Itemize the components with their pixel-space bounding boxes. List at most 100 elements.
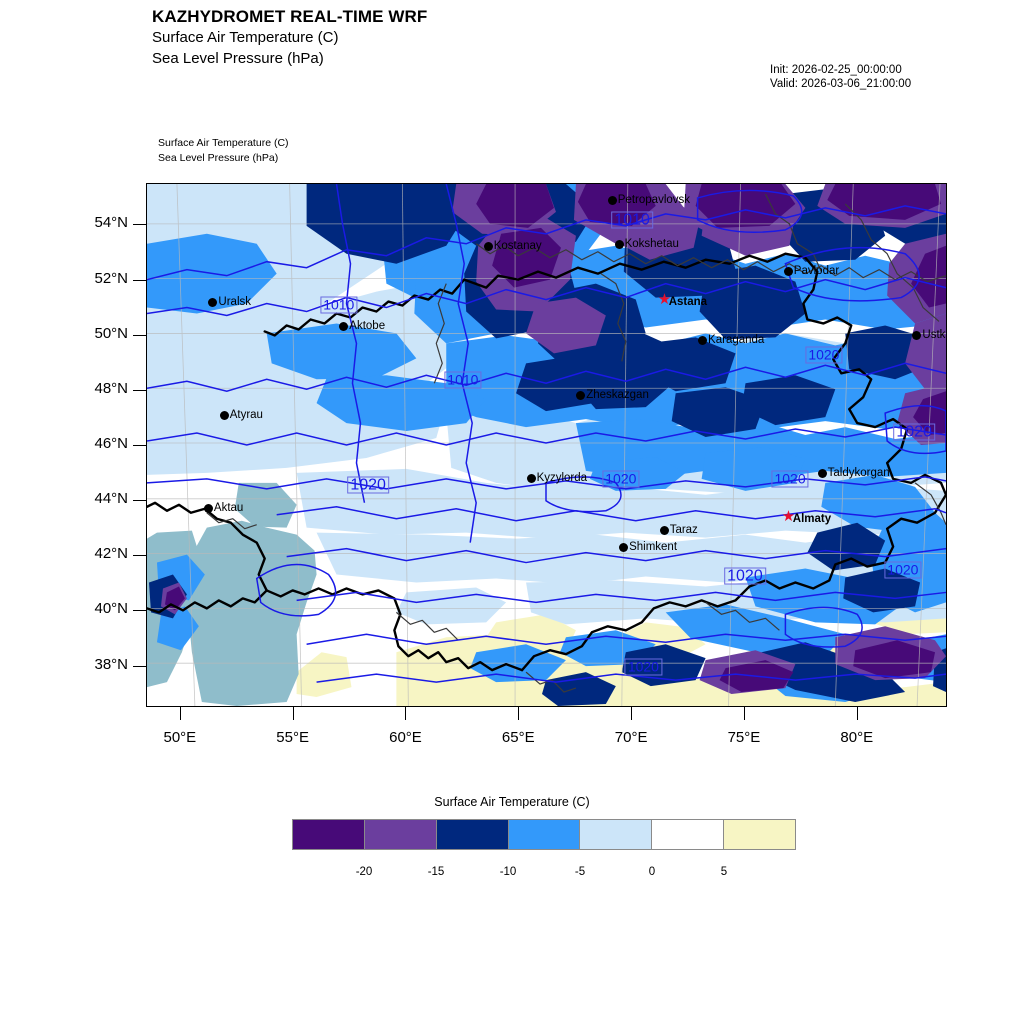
header-subtitle-pressure: Sea Level Pressure (hPa) — [152, 50, 324, 67]
city-label: Taraz — [669, 524, 698, 537]
city-marker-kyzylorda[interactable]: Kyzylorda — [526, 472, 587, 484]
city-label: Shimkent — [629, 541, 678, 554]
city-marker-zheskazgan[interactable]: Zheskazgan — [576, 390, 649, 401]
city-label: Almaty — [792, 513, 832, 526]
city-dot-icon — [698, 336, 708, 346]
city-dot-icon — [203, 504, 213, 514]
lat-tick-label-4: 46°N — [94, 435, 128, 452]
header-subtitle-temperature: Surface Air Temperature (C) — [152, 29, 339, 46]
colorbar-title: Surface Air Temperature (C) — [434, 795, 590, 809]
city-label: Kokshetau — [624, 237, 679, 250]
lat-tick — [133, 500, 146, 502]
city-marker-aktobe[interactable]: Aktobe — [339, 321, 385, 332]
colorbar-swatch-1 — [364, 820, 437, 849]
city-marker-karaganda[interactable]: Karaganda — [698, 334, 765, 347]
city-label: Astana — [668, 295, 708, 308]
temperature-colorbar[interactable] — [292, 819, 796, 850]
city-dot-icon — [783, 267, 793, 277]
weather-map[interactable]: Uralsk Aktobe Atyrau Aktau Kostanay Petropavl… — [146, 183, 947, 707]
colorbar-tick--15: -15 — [427, 866, 445, 878]
colorbar-tick--5: -5 — [574, 866, 586, 878]
lon-tick-label-6: 80°E — [840, 729, 874, 746]
city-dot-icon — [619, 543, 629, 553]
lat-tick-label-1: 52°N — [94, 269, 128, 287]
city-label: Kostanay — [493, 240, 542, 253]
colorbar-swatch-6 — [724, 820, 796, 849]
city-label: Aktobe — [349, 320, 386, 333]
colorbar-swatch-0 — [293, 820, 365, 849]
lat-tick-label-3: 48°N — [94, 379, 128, 397]
isobar-label-1020-10: 1020 — [624, 658, 662, 676]
isobar-label-1020-5: 1020 — [771, 470, 809, 488]
lat-tick-label-0: 54°N — [94, 214, 128, 232]
lat-tick-label-5: 44°N — [94, 490, 128, 508]
city-label: Karaganda — [708, 334, 765, 347]
city-marker-petropavlovsk[interactable]: Petropavlovsk — [607, 193, 691, 206]
city-marker-pavlodar[interactable]: Pavlodar — [783, 266, 839, 277]
isobar-label-1010-2: 1010 — [444, 371, 482, 389]
city-dot-icon — [339, 322, 349, 332]
colorbar-tick-0: 0 — [648, 866, 656, 878]
lat-tick — [133, 224, 146, 226]
map-raster-layer — [147, 184, 946, 706]
city-dot-icon — [607, 195, 617, 205]
city-dot-icon — [912, 330, 922, 340]
city-marker-atyrau[interactable]: Atyrau — [219, 409, 263, 421]
isobar-label-1020-7: 1020 — [805, 346, 843, 364]
lat-tick — [133, 610, 146, 612]
lon-tick — [292, 707, 294, 720]
valid-time-label: Valid: 2026-03-06_21:00:00 — [770, 78, 912, 90]
city-marker-uralsk[interactable]: Uralsk — [208, 296, 251, 308]
lon-tick — [743, 707, 745, 720]
lon-tick-label-1: 55°E — [276, 729, 310, 746]
city-marker-kostanay[interactable]: Kostanay — [483, 240, 542, 253]
city-marker-taraz[interactable]: Taraz — [659, 524, 698, 537]
city-marker-astana[interactable]: Astana — [668, 295, 708, 308]
isobar-label-1020-4: 1020 — [602, 470, 640, 488]
lat-tick — [133, 279, 146, 281]
city-marker-ustkamen[interactable]: Ustkamen — [912, 328, 946, 341]
lon-tick — [856, 707, 858, 720]
city-dot-icon — [659, 526, 669, 536]
isobar-label-1020-3: 1020 — [347, 476, 389, 494]
lat-tick — [133, 555, 146, 557]
city-marker-almaty[interactable]: Almaty — [792, 513, 832, 526]
init-time-label: Init: 2026-02-25_00:00:00 — [770, 64, 902, 76]
capital-star-icon: ★ — [657, 290, 672, 308]
city-label: Petropavlovsk — [617, 193, 691, 206]
colorbar-swatch-4 — [580, 820, 653, 849]
city-marker-kokshetau[interactable]: Kokshetau — [614, 237, 679, 250]
city-dot-icon — [219, 410, 229, 420]
colorbar-tick--20: -20 — [355, 866, 373, 878]
colorbar-swatch-2 — [436, 820, 509, 849]
lon-tick-label-0: 50°E — [163, 729, 197, 746]
colorbar-swatch-5 — [652, 820, 725, 849]
colorbar-tick--10: -10 — [499, 866, 517, 878]
lat-tick-label-6: 42°N — [94, 545, 128, 563]
lon-tick — [518, 707, 520, 720]
colorbar-tick-5: 5 — [720, 866, 728, 878]
lat-tick — [133, 665, 146, 667]
city-label: Ustkamen — [922, 328, 946, 341]
model-run-info: Init: 2026-02-25_00:00:00 Valid: 2026-03… — [770, 63, 1010, 91]
city-dot-icon — [483, 242, 493, 252]
colorbar-swatch-3 — [508, 820, 581, 849]
lon-tick-label-3: 65°E — [501, 729, 535, 746]
lat-tick-label-8: 38°N — [94, 655, 128, 673]
map-subtitle-temperature: Surface Air Temperature (C) — [158, 137, 289, 149]
map-subtitle-pressure: Sea Level Pressure (hPa) — [158, 152, 279, 164]
isobar-label-1020-9: 1020 — [724, 567, 766, 585]
header-title-block: KAZHYDROMET REAL-TIME WRF Surface Air Te… — [152, 6, 752, 69]
isobar-label-1010-0: 1010 — [611, 211, 653, 229]
lon-tick-label-2: 60°E — [389, 729, 422, 746]
lon-tick-label-5: 75°E — [727, 729, 761, 746]
page-title: KAZHYDROMET REAL-TIME WRF — [152, 7, 428, 26]
city-marker-aktau[interactable]: Aktau — [203, 503, 243, 514]
city-marker-shimkent[interactable]: Shimkent — [619, 541, 678, 554]
city-dot-icon — [576, 391, 586, 401]
city-label: Zheskazgan — [586, 389, 649, 402]
city-dot-icon — [208, 297, 218, 307]
map-subtitle: Surface Air Temperature (C) Sea Level Pr… — [158, 136, 289, 166]
city-marker-taldykorgan[interactable]: Taldykorgan — [817, 467, 890, 479]
isobar-label-1020-8: 1020 — [884, 561, 922, 579]
